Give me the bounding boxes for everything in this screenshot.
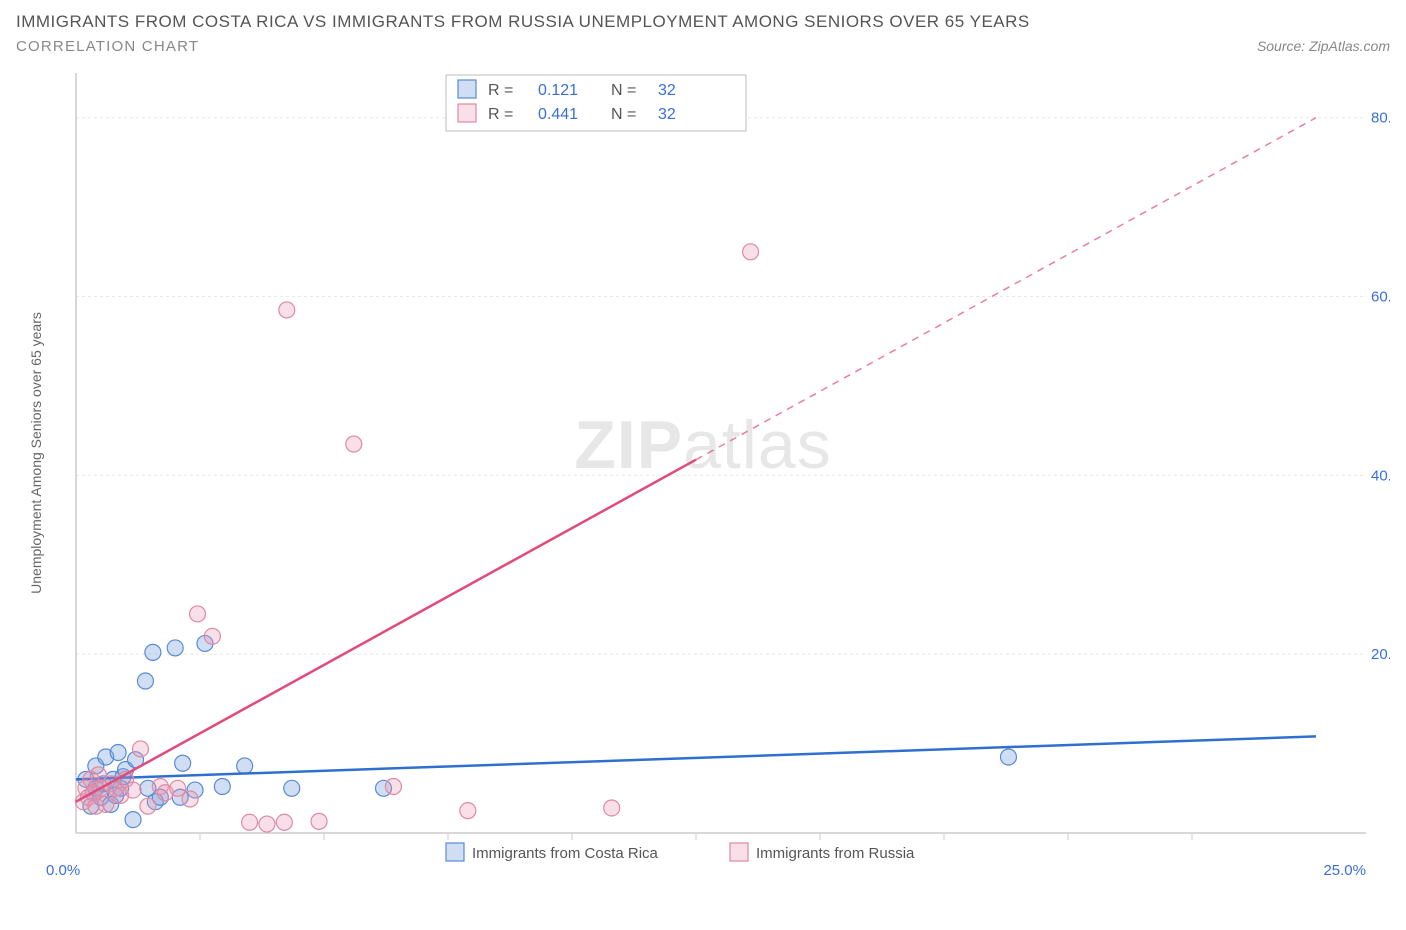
chart-container: 0.0% 25.0% 20.0% 40.0% 60.0% 80.0% Unemploymen… xyxy=(16,63,1390,893)
svg-text:60.0%: 60.0% xyxy=(1371,289,1390,306)
svg-text:R =: R = xyxy=(488,106,513,123)
svg-text:32: 32 xyxy=(658,82,676,99)
source-attribution: Source: ZipAtlas.com xyxy=(1257,38,1390,54)
svg-text:R =: R = xyxy=(488,82,513,99)
subtitle-row: CORRELATION CHART Source: ZipAtlas.com xyxy=(16,38,1390,55)
svg-text:40.0%: 40.0% xyxy=(1371,467,1390,484)
svg-text:32: 32 xyxy=(658,106,676,123)
svg-text:20.0%: 20.0% xyxy=(1371,646,1390,663)
svg-text:Unemployment Among Seniors ove: Unemployment Among Seniors over 65 years xyxy=(28,312,44,594)
svg-text:0.441: 0.441 xyxy=(538,106,578,123)
svg-text:25.0%: 25.0% xyxy=(1323,862,1366,879)
svg-text:Immigrants from Costa Rica: Immigrants from Costa Rica xyxy=(472,845,659,862)
correlation-scatter-chart: 0.0% 25.0% 20.0% 40.0% 60.0% 80.0% Unemploymen… xyxy=(16,63,1390,893)
chart-title: IMMIGRANTS FROM COSTA RICA VS IMMIGRANTS… xyxy=(16,12,1390,32)
chart-subtitle: CORRELATION CHART xyxy=(16,38,199,55)
svg-text:0.0%: 0.0% xyxy=(46,862,80,879)
svg-text:80.0%: 80.0% xyxy=(1371,110,1390,127)
svg-text:Immigrants from Russia: Immigrants from Russia xyxy=(756,845,915,862)
svg-text:N =: N = xyxy=(611,106,636,123)
svg-text:0.121: 0.121 xyxy=(538,82,578,99)
svg-text:N =: N = xyxy=(611,82,636,99)
